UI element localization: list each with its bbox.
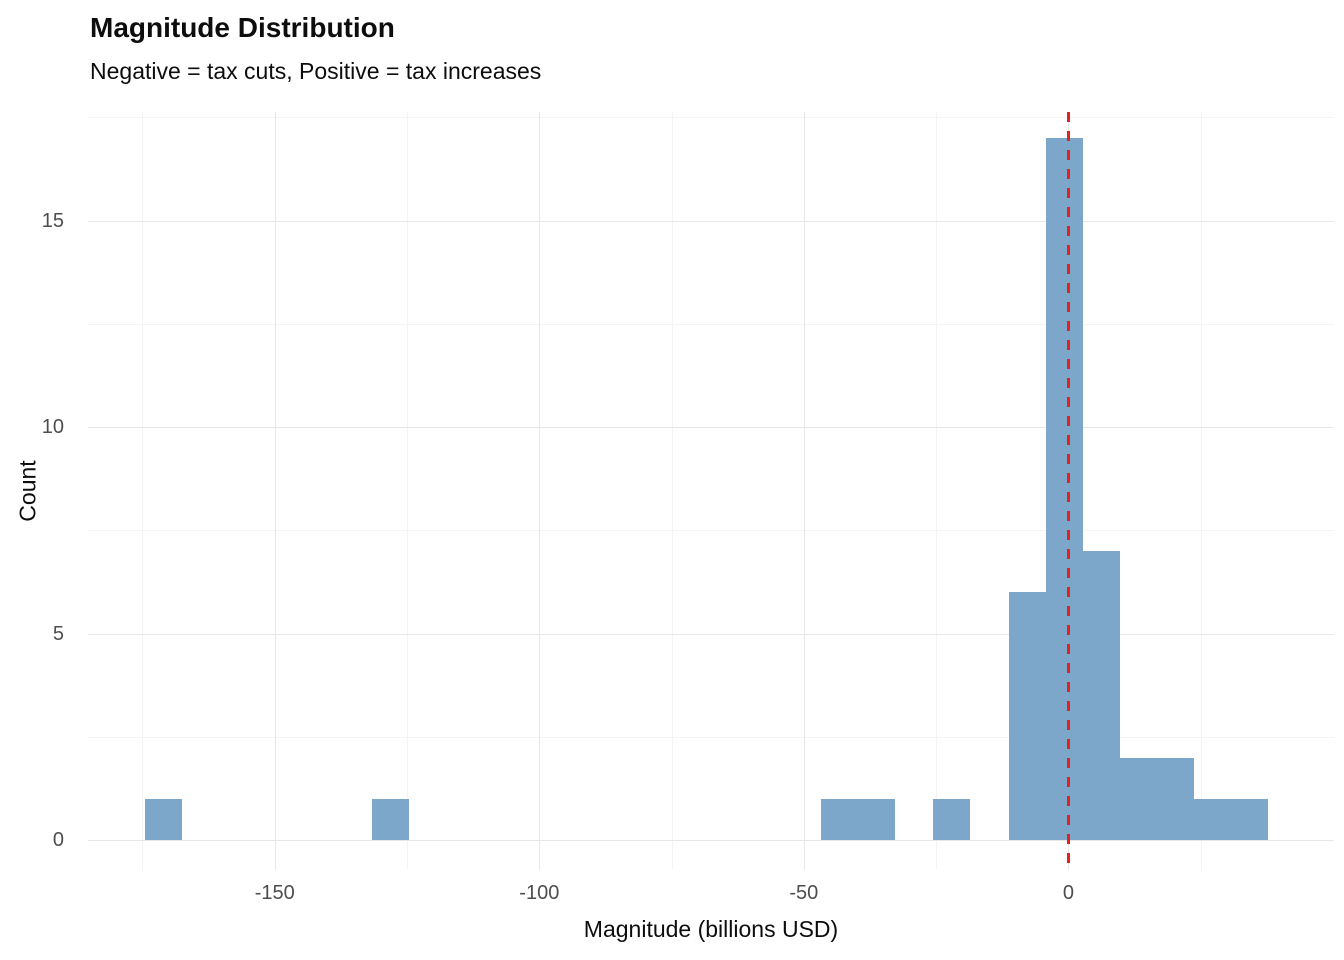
y-major-gridline xyxy=(88,840,1334,842)
histogram-bar xyxy=(1230,798,1268,841)
histogram-bar xyxy=(1156,757,1194,841)
histogram-bar xyxy=(821,798,859,841)
chart-title: Magnitude Distribution xyxy=(90,12,395,43)
x-minor-gridline xyxy=(142,112,144,870)
x-major-gridline xyxy=(539,112,541,870)
x-axis-tick-labels: -150 -100 -50 0 xyxy=(88,882,1334,908)
y-minor-gridline xyxy=(88,530,1334,532)
histogram-bar xyxy=(1045,138,1083,841)
y-tick-label: 0 xyxy=(52,829,64,852)
x-tick-label: -100 xyxy=(519,882,560,904)
x-major-gridline xyxy=(803,112,805,870)
x-minor-gridline xyxy=(936,112,938,870)
y-minor-gridline xyxy=(88,117,1334,119)
histogram-bar xyxy=(372,798,410,841)
histogram-bar xyxy=(1119,757,1157,841)
y-tick-label: 10 xyxy=(41,416,64,439)
y-major-gridline xyxy=(88,633,1334,635)
x-minor-gridline xyxy=(671,112,673,870)
x-minor-gridline xyxy=(1200,112,1202,870)
y-minor-gridline xyxy=(88,323,1334,325)
histogram-bar xyxy=(144,798,182,841)
y-major-gridline xyxy=(88,427,1334,429)
y-axis-title: Count xyxy=(14,460,41,522)
histogram-bar xyxy=(1193,798,1231,841)
x-tick-label: -150 xyxy=(254,882,295,904)
y-axis-tick-labels: 0 5 10 15 xyxy=(0,112,76,870)
chart-subtitle: Negative = tax cuts, Positive = tax incr… xyxy=(90,58,542,84)
x-axis-title: Magnitude (billions USD) xyxy=(583,916,839,942)
zero-reference-line xyxy=(1066,112,1070,870)
y-major-gridline xyxy=(88,220,1334,222)
x-minor-gridline xyxy=(407,112,409,870)
histogram-bar xyxy=(858,798,896,841)
y-tick-label: 5 xyxy=(52,622,64,645)
plot-panel xyxy=(88,112,1334,870)
y-tick-label: 15 xyxy=(41,209,64,232)
histogram-bar xyxy=(932,798,970,841)
x-tick-label: 0 xyxy=(1062,882,1074,904)
x-tick-label: -50 xyxy=(789,882,819,904)
histogram-bar xyxy=(1082,551,1120,841)
y-minor-gridline xyxy=(88,736,1334,738)
x-major-gridline xyxy=(274,112,276,870)
histogram-bar xyxy=(1008,592,1046,841)
